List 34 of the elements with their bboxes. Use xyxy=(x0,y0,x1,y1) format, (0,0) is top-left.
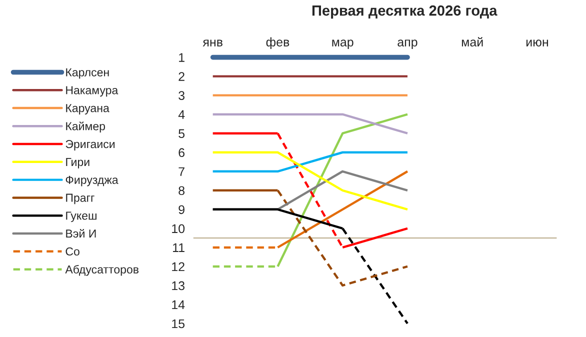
legend-label: Эригаиси xyxy=(66,140,115,150)
legend-label: Каймер xyxy=(66,122,106,133)
legend-label: Гири xyxy=(66,158,90,168)
legend-label: Вэй И xyxy=(66,228,96,238)
y-tick-label: 12 xyxy=(172,262,184,271)
legend-label: Прагг xyxy=(66,194,94,204)
legend-label: Карлсен xyxy=(66,68,109,79)
x-tick-label: фев xyxy=(266,37,290,49)
y-tick-label: 4 xyxy=(178,110,185,119)
legend-label: Со xyxy=(66,247,80,256)
y-tick-label: 8 xyxy=(178,186,185,196)
x-tick-label: июн xyxy=(526,40,548,46)
y-tick-label: 7 xyxy=(178,167,184,176)
y-tick-label: 2 xyxy=(178,72,184,81)
y-tick-label: 6 xyxy=(178,148,184,158)
legend-label: Каруана xyxy=(66,104,110,114)
chart-title: Первая десятка 2026 года xyxy=(312,5,498,19)
y-tick-label: 15 xyxy=(172,319,185,328)
y-tick-label: 5 xyxy=(178,129,185,138)
legend-label: Накамура xyxy=(66,86,118,97)
legend-label: Гукеш xyxy=(66,212,96,222)
y-tick-label: 1 xyxy=(179,53,184,62)
y-tick-label: 11 xyxy=(173,243,184,252)
legend-label: Фирузджа xyxy=(66,176,118,186)
x-tick-label: апр xyxy=(398,40,418,49)
x-tick-label: мар xyxy=(332,40,354,49)
y-tick-label: 3 xyxy=(178,91,184,100)
x-tick-label: май xyxy=(462,37,483,46)
y-tick-label: 9 xyxy=(178,205,184,214)
y-tick-label: 13 xyxy=(172,281,184,290)
y-tick-label: 10 xyxy=(172,224,185,234)
y-tick-label: 14 xyxy=(172,300,185,310)
legend-label: Абдусатторов xyxy=(65,264,139,276)
x-tick-label: янв xyxy=(202,40,222,46)
